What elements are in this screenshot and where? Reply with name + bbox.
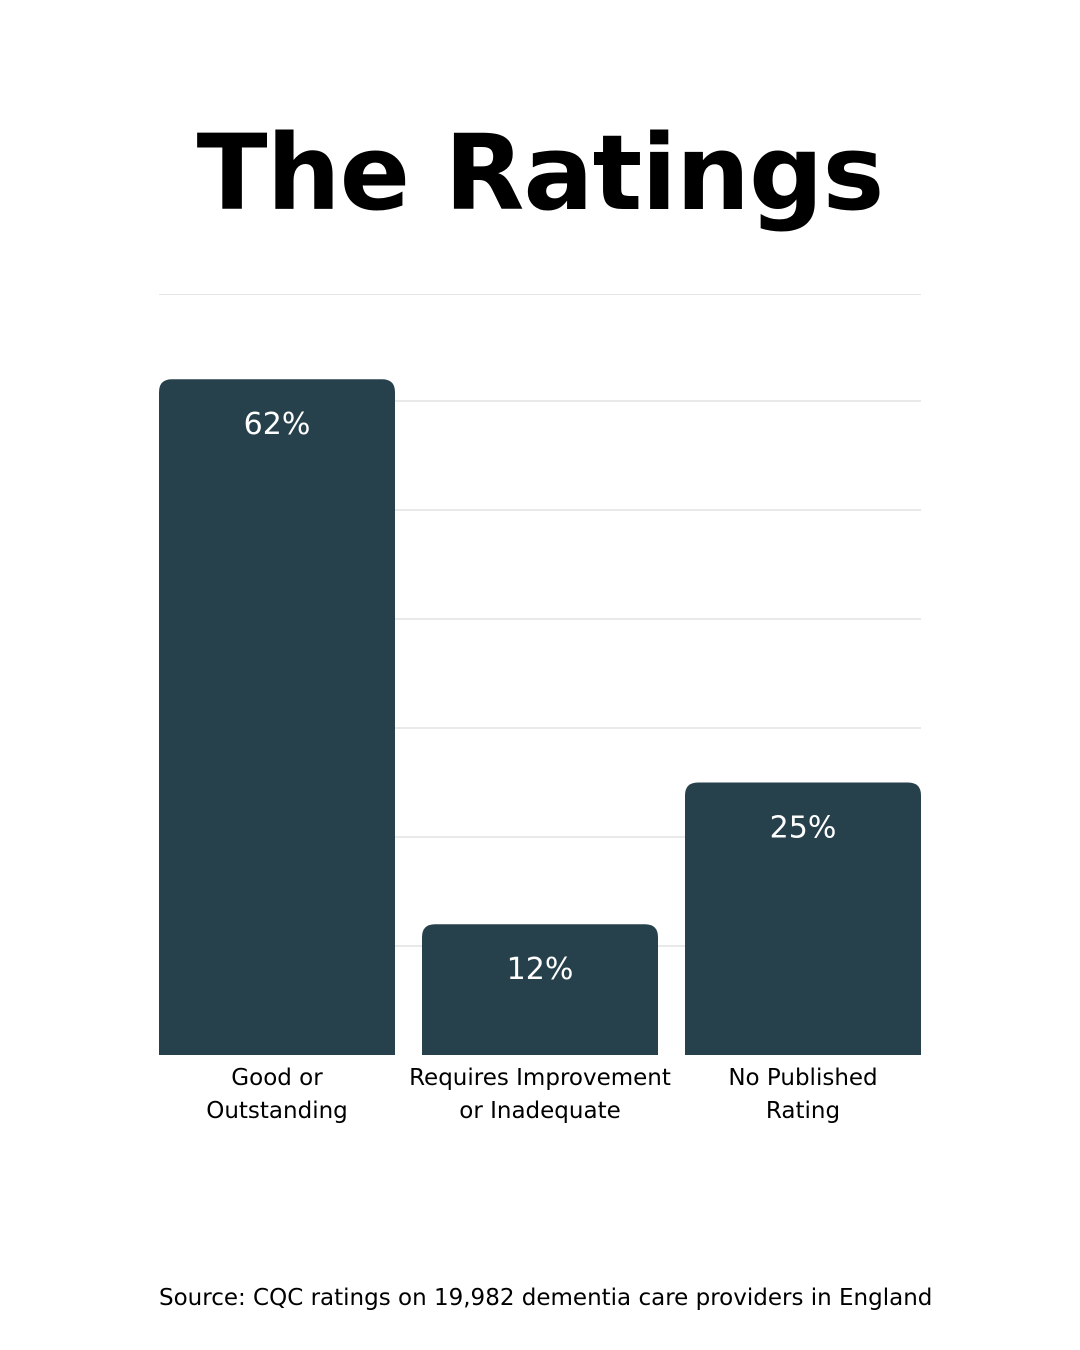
bar-2 xyxy=(422,924,658,1055)
bars xyxy=(159,379,921,1055)
source-note: Source: CQC ratings on 19,982 dementia c… xyxy=(159,1285,933,1311)
chart-title: The Ratings xyxy=(196,112,885,234)
category-label-2-line-2: or Inadequate xyxy=(459,1098,620,1124)
category-label-1-line-2: Outstanding xyxy=(206,1098,348,1124)
category-label-3-line-1: No Published xyxy=(728,1065,877,1091)
category-labels: Good or Outstanding Requires Improvement or… xyxy=(206,1065,877,1124)
bar-value-label-3: 25% xyxy=(770,811,837,846)
title-divider xyxy=(159,294,921,295)
category-label-1-line-1: Good or xyxy=(231,1065,323,1091)
value-labels: 62% 12% 25% xyxy=(244,407,837,987)
bar-1 xyxy=(159,379,395,1055)
bar-3 xyxy=(685,782,921,1055)
category-label-3-line-2: Rating xyxy=(766,1098,840,1124)
bar-value-label-1: 62% xyxy=(244,407,311,442)
category-label-2-line-1: Requires Improvement xyxy=(409,1065,671,1091)
bar-value-label-2: 12% xyxy=(507,952,574,987)
